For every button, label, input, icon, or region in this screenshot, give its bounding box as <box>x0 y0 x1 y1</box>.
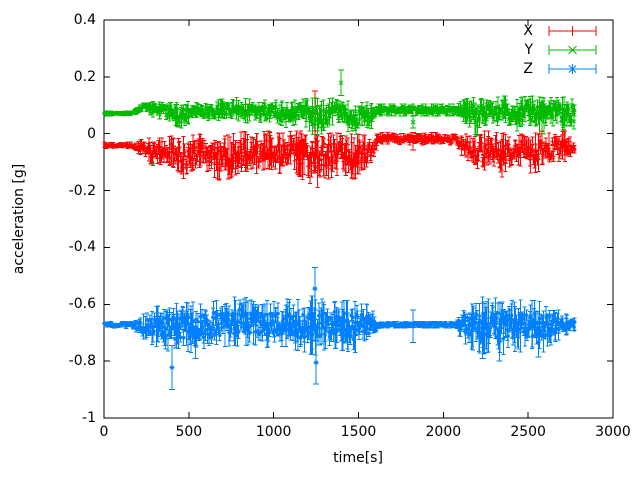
x-tick-label: 2000 <box>425 424 462 440</box>
legend-sample-X <box>548 26 597 36</box>
y-tick-label: -1 <box>82 410 96 426</box>
y-tick-label: -0.8 <box>68 353 96 370</box>
legend-label-series-z: Z <box>523 61 533 77</box>
x-tick-label: 1000 <box>255 424 292 440</box>
x-tick-label: 3000 <box>595 424 631 440</box>
legend-label-series-y: Y <box>524 42 533 58</box>
x-tick-label: 2500 <box>510 424 546 440</box>
x-tick-label: 0 <box>99 424 109 440</box>
series-Y-markers <box>102 80 577 129</box>
legend-sample-Z <box>548 64 597 74</box>
x-axis-label: time[s] <box>333 450 383 466</box>
series-Z-markers <box>102 286 577 370</box>
x-tick-label: 500 <box>175 424 203 440</box>
y-tick-label: 0.2 <box>73 68 96 85</box>
plot-border-and-ticks <box>103 19 614 419</box>
y-axis-label: acceleration [g] <box>11 163 27 275</box>
y-tick-label: 0.4 <box>73 12 96 28</box>
legend-label-series-x: X <box>523 23 533 39</box>
y-tick-label: -0.2 <box>68 182 96 199</box>
y-tick-label: 0 <box>87 125 96 142</box>
y-tick-label: -0.4 <box>68 239 96 256</box>
x-tick-label: 1500 <box>340 424 377 440</box>
y-tick-label: -0.6 <box>68 296 96 313</box>
series-X-markers <box>102 128 577 174</box>
legend-sample-Y <box>548 45 597 55</box>
